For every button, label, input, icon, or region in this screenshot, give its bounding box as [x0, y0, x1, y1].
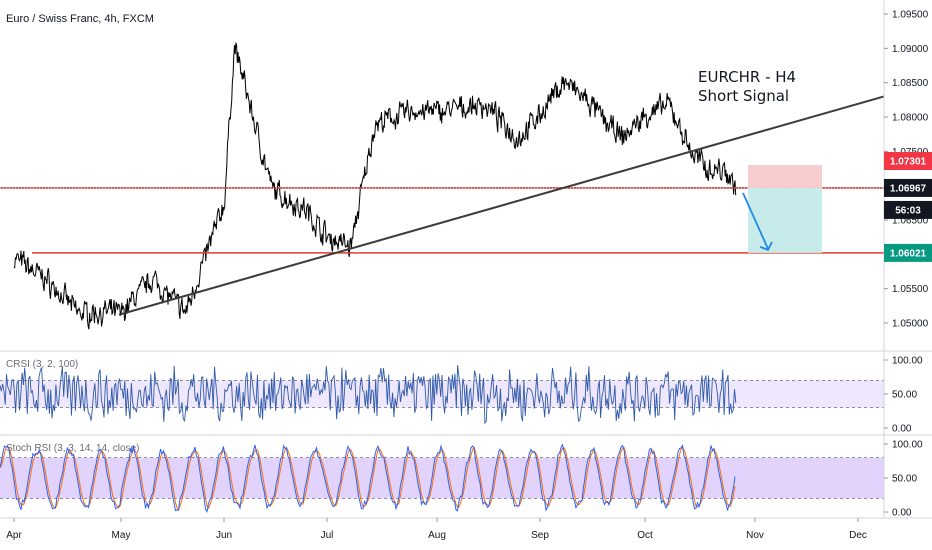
price-tick-label: 1.08000 [892, 113, 929, 124]
take-profit-zone[interactable] [748, 187, 822, 253]
countdown-tag: 56:03 [895, 205, 921, 216]
time-tick-label: May [112, 530, 131, 541]
crsi-title: CRSI (3, 2, 100) [6, 359, 78, 370]
stoch-rsi-band [0, 457, 884, 499]
trendline[interactable] [118, 95, 885, 316]
stoch-rsi-tick-label: 50.00 [892, 474, 917, 485]
time-tick-label: Dec [849, 530, 867, 541]
crsi-tick-label: 100.00 [892, 356, 923, 367]
time-tick-label: Nov [746, 530, 764, 541]
current-price-tag-bg [884, 178, 932, 197]
chart-title: Euro / Swiss Franc, 4h, FXCM [6, 13, 154, 25]
crsi-panel[interactable]: CRSI (3, 2, 100) [0, 359, 884, 425]
price-panel[interactable] [0, 42, 885, 330]
time-tick-label: Jun [216, 530, 232, 541]
price-tick-label: 1.05500 [892, 284, 929, 295]
stoch-rsi-tick-label: 100.00 [892, 440, 923, 451]
time-tick-label: Oct [637, 530, 653, 541]
price-tick-label: 1.05000 [892, 319, 929, 330]
down-arrow [742, 192, 769, 250]
annotation-line: Short Signal [698, 87, 789, 105]
countdown-tag-bg [884, 200, 932, 219]
crsi-tick-label: 50.00 [892, 390, 917, 401]
crsi-series-line[interactable] [0, 365, 737, 425]
take-profit-tag: 1.06021 [890, 248, 927, 259]
price-tick-label: 1.06500 [892, 216, 929, 227]
stop-loss-zone[interactable] [748, 164, 822, 188]
stop-loss-tag: 1.07301 [890, 156, 927, 167]
take-profit-tag-bg [884, 243, 932, 262]
crsi-tick-label: 0.00 [892, 424, 912, 435]
stoch-k-line[interactable] [0, 443, 736, 513]
price-tick-label: 1.09500 [892, 10, 929, 21]
stop-loss-tag-bg [884, 151, 932, 170]
stoch-rsi-title: Stoch RSI (3, 3, 14, 14, close) [6, 443, 139, 454]
stoch-rsi-tick-label: 0.00 [892, 508, 912, 519]
time-tick-label: Sep [531, 530, 549, 541]
price-tick-label: 1.09000 [892, 44, 929, 55]
price-series-line[interactable] [13, 42, 737, 330]
stoch-d-line[interactable] [0, 445, 736, 512]
time-tick-label: Apr [6, 530, 22, 541]
time-tick-label: Aug [428, 530, 446, 541]
down-arrow-head [759, 241, 773, 252]
stoch-rsi-panel[interactable]: Stoch RSI (3, 3, 14, 14, close) [0, 443, 884, 513]
annotation-line: EURCHR - H4 [698, 68, 796, 86]
time-tick-label: Jul [321, 530, 334, 541]
price-tick-label: 1.08500 [892, 78, 929, 89]
current-price-tag: 1.06967 [890, 183, 927, 194]
labels: Euro / Swiss Franc, 4h, FXCM EURCHR - H4S… [6, 13, 796, 105]
